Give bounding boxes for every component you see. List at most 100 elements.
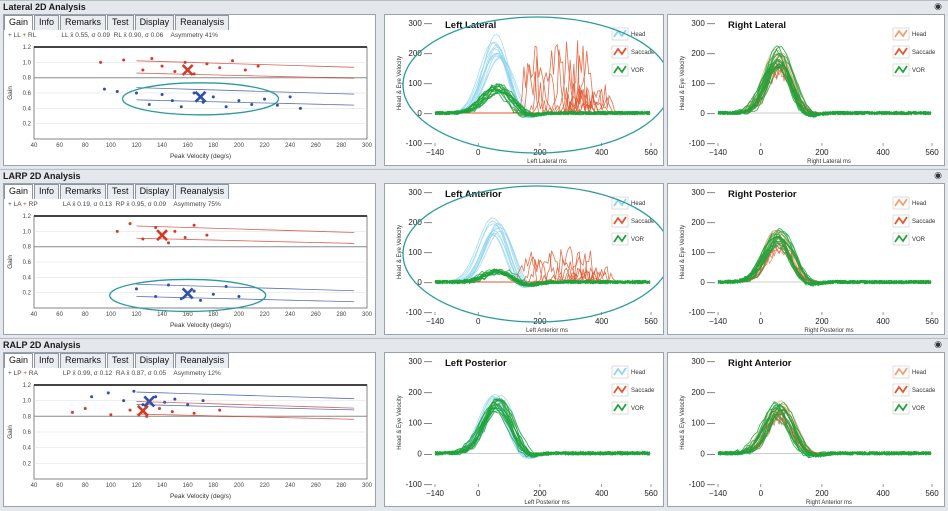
x-tick-label: 260 bbox=[311, 483, 322, 489]
mean-marker bbox=[194, 90, 207, 103]
y-tick-label: 0 — bbox=[417, 278, 432, 287]
x-tick-label: 560 bbox=[644, 317, 658, 326]
x-tick-label: 80 bbox=[82, 143, 89, 149]
tab-display[interactable]: Display bbox=[134, 184, 175, 199]
data-point bbox=[201, 399, 205, 403]
tab-info[interactable]: Info bbox=[34, 353, 60, 368]
y-tick-label: 300 — bbox=[691, 188, 715, 197]
y-tick-label: 100 — bbox=[691, 79, 715, 88]
tab-reanalysis[interactable]: Reanalysis bbox=[175, 15, 230, 30]
tab-info[interactable]: Info bbox=[34, 184, 60, 199]
right-velocity-panel: Right Posterior -100 — 0 — 100 — 200 — 300 — −… bbox=[667, 183, 945, 335]
legend-swatch bbox=[894, 385, 908, 394]
legend-label: Saccade bbox=[631, 50, 655, 56]
tab-display[interactable]: Display bbox=[134, 353, 175, 368]
x-tick-label: 120 bbox=[131, 312, 142, 318]
y-axis-label: Head & Eye Velocity bbox=[680, 225, 686, 279]
x-tick-label: 0 bbox=[759, 148, 764, 157]
confidence-line bbox=[136, 225, 355, 233]
data-point bbox=[173, 397, 177, 401]
x-tick-label: 40 bbox=[31, 143, 38, 149]
legend-swatch bbox=[613, 234, 627, 243]
y-tick-label: 200 — bbox=[691, 49, 715, 58]
x-tick-label: 240 bbox=[285, 312, 296, 318]
gain-panel: Gain Info Remarks Test Display Reanalysi… bbox=[3, 183, 376, 335]
tab-display[interactable]: Display bbox=[134, 15, 175, 30]
asymmetry: Asymmetry 75% bbox=[173, 201, 221, 208]
y-tick-label: 1.0 bbox=[23, 399, 32, 405]
tab-reanalysis[interactable]: Reanalysis bbox=[175, 184, 230, 199]
x-axis-label: Left Posterior ms bbox=[524, 500, 569, 506]
tab-test[interactable]: Test bbox=[107, 15, 134, 30]
x-tick-label: 280 bbox=[336, 483, 347, 489]
confidence-line bbox=[136, 87, 355, 95]
x-tick-label: 560 bbox=[925, 317, 939, 326]
x-tick-label: 200 bbox=[234, 143, 245, 149]
data-point bbox=[179, 297, 183, 301]
y-tick-label: 1.0 bbox=[23, 229, 32, 235]
vor-trace bbox=[717, 62, 932, 118]
data-point bbox=[183, 235, 187, 239]
section-larp: LARP 2D Analysis ◉ Gain Info Remarks Tes… bbox=[0, 169, 948, 337]
x-tick-label: 160 bbox=[183, 483, 194, 489]
y-tick-label: 0 — bbox=[700, 449, 715, 458]
section-title: RALP 2D Analysis bbox=[3, 340, 81, 350]
right-velocity-chart: Right Anterior -100 — 0 — 100 — 200 — 300 — −1… bbox=[680, 357, 939, 506]
highlight-ellipse bbox=[109, 278, 267, 313]
vor-trace bbox=[717, 243, 931, 286]
y-axis-label: Head & Eye Velocity bbox=[397, 395, 403, 449]
y-tick-label: 200 — bbox=[691, 218, 715, 227]
tab-gain[interactable]: Gain bbox=[4, 353, 34, 368]
data-point bbox=[205, 62, 209, 66]
x-tick-label: 240 bbox=[285, 483, 296, 489]
x-tick-label: 180 bbox=[208, 483, 219, 489]
x-tick-label: 60 bbox=[56, 483, 63, 489]
data-point bbox=[205, 233, 209, 237]
data-point bbox=[170, 410, 174, 414]
data-point bbox=[102, 87, 106, 91]
tab-bar: Gain Info Remarks Test Display Reanalysi… bbox=[4, 184, 230, 199]
y-tick-label: -100 — bbox=[406, 480, 432, 489]
minimize-icon[interactable]: ◉ bbox=[934, 170, 942, 180]
right-velocity-chart: Right Lateral -100 — 0 — 100 — 200 — 300 — −14… bbox=[680, 19, 939, 165]
tab-info[interactable]: Info bbox=[34, 15, 60, 30]
vor-trace bbox=[717, 53, 931, 116]
tab-reanalysis[interactable]: Reanalysis bbox=[175, 353, 230, 368]
head-trace bbox=[718, 411, 931, 455]
tab-gain[interactable]: Gain bbox=[4, 15, 34, 30]
confidence-line bbox=[136, 391, 355, 400]
x-tick-label: −140 bbox=[709, 489, 728, 498]
y-tick-label: 0.2 bbox=[23, 461, 32, 467]
x-tick-label: 260 bbox=[311, 143, 322, 149]
right-velocity-chart: Right Posterior -100 — 0 — 100 — 200 — 300 — −… bbox=[680, 188, 939, 334]
tab-remarks[interactable]: Remarks bbox=[60, 184, 107, 199]
x-tick-label: 200 bbox=[533, 489, 547, 498]
vor-trace bbox=[717, 54, 932, 116]
x-axis-label: Right Posterior ms bbox=[804, 328, 853, 334]
data-point bbox=[192, 411, 196, 415]
chart-title: Right Lateral bbox=[728, 20, 786, 31]
minimize-icon[interactable]: ◉ bbox=[934, 339, 942, 349]
minimize-icon[interactable]: ◉ bbox=[934, 1, 942, 11]
tab-gain[interactable]: Gain bbox=[4, 184, 34, 199]
tab-test[interactable]: Test bbox=[107, 353, 134, 368]
tab-remarks[interactable]: Remarks bbox=[60, 15, 107, 30]
data-point bbox=[192, 289, 196, 293]
tab-test[interactable]: Test bbox=[107, 184, 134, 199]
y-tick-label: -100 — bbox=[689, 480, 715, 489]
data-point bbox=[256, 64, 260, 68]
x-tick-label: 300 bbox=[362, 143, 373, 149]
legend-stats-b: RA x̄ 0.87, σ 0.05 bbox=[115, 370, 167, 377]
y-axis-label: Gain bbox=[7, 86, 14, 100]
tab-bar: Gain Info Remarks Test Display Reanalysi… bbox=[4, 353, 230, 368]
data-point bbox=[224, 285, 228, 289]
x-tick-label: 200 bbox=[815, 148, 829, 157]
gain-legend: + LL + RL LL x̄ 0.55, σ 0.09 RL x̄ 0.90,… bbox=[8, 32, 218, 39]
x-tick-label: 400 bbox=[876, 148, 890, 157]
head-trace bbox=[718, 48, 931, 114]
x-tick-label: 140 bbox=[157, 483, 168, 489]
legend-label: Head bbox=[912, 32, 926, 38]
legend-swatch bbox=[894, 234, 908, 243]
left-velocity-panel: Left Anterior -100 —0 —100 —200 —300 — −14… bbox=[384, 183, 672, 335]
tab-remarks[interactable]: Remarks bbox=[60, 353, 107, 368]
